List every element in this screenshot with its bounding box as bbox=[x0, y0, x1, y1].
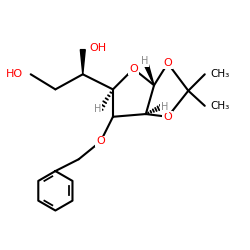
Text: O: O bbox=[164, 112, 172, 122]
Text: CH₃: CH₃ bbox=[210, 101, 230, 111]
Text: O: O bbox=[164, 58, 172, 68]
Text: O: O bbox=[129, 64, 138, 74]
Text: CH₃: CH₃ bbox=[210, 69, 230, 79]
Text: OH: OH bbox=[90, 43, 107, 53]
Text: H: H bbox=[94, 104, 101, 114]
Polygon shape bbox=[144, 62, 154, 85]
Text: HO: HO bbox=[6, 69, 23, 79]
Polygon shape bbox=[80, 50, 85, 74]
Text: H: H bbox=[141, 56, 148, 66]
Text: H: H bbox=[160, 102, 168, 112]
Text: O: O bbox=[96, 136, 105, 146]
